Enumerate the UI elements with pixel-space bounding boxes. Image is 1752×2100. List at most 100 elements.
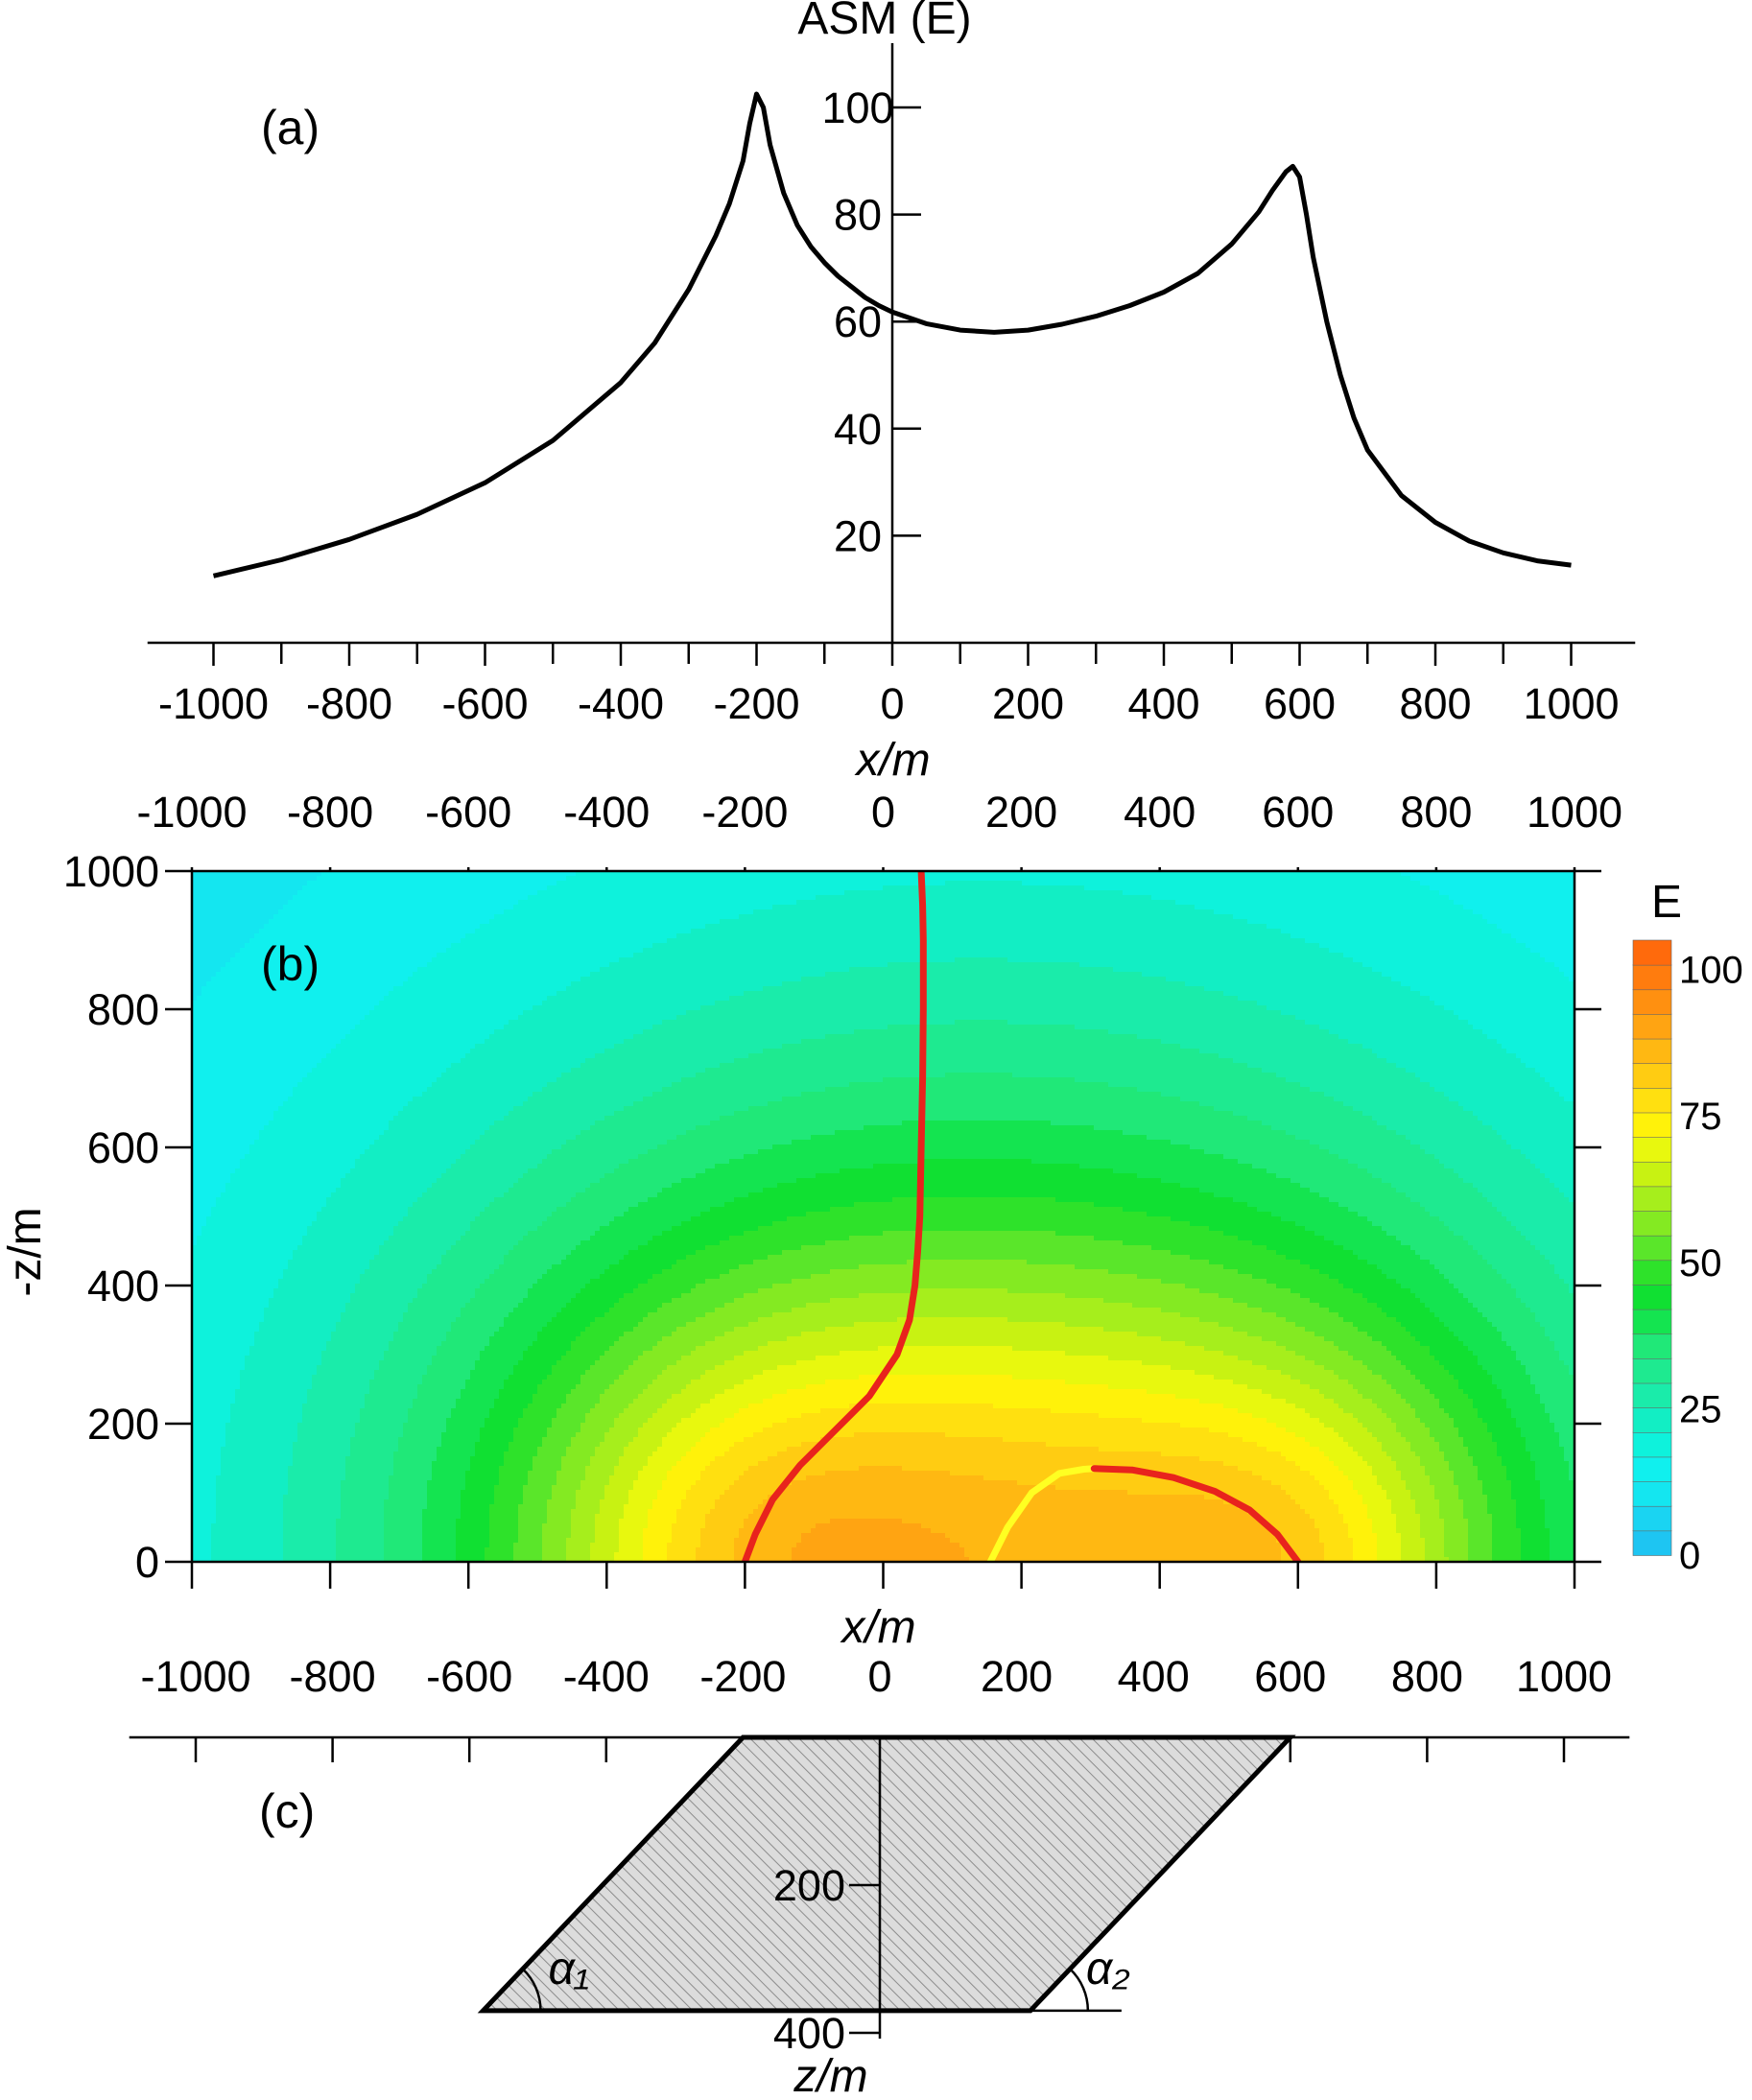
contour-band-cell bbox=[1420, 1528, 1445, 1534]
contour-band-cell bbox=[489, 1543, 514, 1548]
contour-band-cell bbox=[768, 1456, 1200, 1462]
contour-band-cell bbox=[772, 1423, 1181, 1428]
contour-band-cell bbox=[547, 1519, 572, 1524]
panel-c-x-tick-label: 200 bbox=[981, 1652, 1053, 1701]
contour-band-cell bbox=[350, 1168, 447, 1174]
contour-band-cell bbox=[1319, 1192, 1407, 1198]
contour-band-cell bbox=[1478, 1116, 1574, 1121]
contour-band-cell bbox=[1262, 1475, 1315, 1481]
contour-band-cell bbox=[1319, 1447, 1354, 1452]
contour-band-cell bbox=[1343, 1245, 1411, 1251]
panel-a-label: (a) bbox=[261, 101, 320, 154]
contour-band-cell bbox=[1492, 1264, 1555, 1270]
contour-band-cell bbox=[230, 1413, 303, 1419]
contour-band-cell bbox=[456, 1519, 490, 1524]
dipping-body bbox=[477, 1734, 1296, 2014]
contour-band-cell bbox=[921, 1523, 1267, 1529]
contour-band-cell bbox=[691, 1485, 730, 1491]
contour-band-cell bbox=[336, 1547, 385, 1553]
contour-band-cell bbox=[782, 1044, 1181, 1050]
contour-band-cell bbox=[1468, 1538, 1493, 1544]
contour-band-cell bbox=[192, 1523, 212, 1529]
contour-band-cell bbox=[1468, 1451, 1498, 1457]
contour-band-cell bbox=[240, 948, 447, 954]
contour-band-cell bbox=[1506, 1475, 1536, 1481]
contour-band-cell bbox=[1348, 1207, 1426, 1213]
contour-band-cell bbox=[667, 1475, 701, 1481]
contour-band-cell bbox=[1386, 1495, 1411, 1500]
panel-a-x-tick-label: -800 bbox=[306, 679, 392, 728]
contour-band-cell bbox=[1458, 1336, 1503, 1342]
contour-band-cell bbox=[1439, 1317, 1488, 1323]
contour-band-cell bbox=[696, 1547, 735, 1553]
contour-band-cell bbox=[221, 1466, 289, 1472]
contour-band-cell bbox=[1420, 1519, 1445, 1524]
contour-band-cell bbox=[192, 1154, 246, 1160]
panel-b-y-tick-label: 400 bbox=[87, 1262, 159, 1310]
contour-band-cell bbox=[1377, 1557, 1402, 1562]
contour-band-cell bbox=[1530, 1159, 1574, 1165]
contour-band-cell bbox=[446, 1068, 572, 1074]
contour-band-cell bbox=[278, 909, 505, 915]
contour-band-cell bbox=[777, 1365, 1172, 1371]
contour-band-cell bbox=[662, 1370, 706, 1376]
contour-band-cell bbox=[480, 1284, 533, 1289]
contour-band-cell bbox=[384, 996, 548, 1002]
contour-band-cell bbox=[643, 1097, 783, 1102]
contour-band-cell bbox=[432, 1360, 476, 1366]
contour-band-cell bbox=[1281, 1010, 1455, 1016]
contour-band-cell bbox=[504, 1380, 543, 1385]
contour-band-cell bbox=[715, 1001, 1258, 1006]
contour-band-cell bbox=[1526, 1236, 1574, 1241]
contour-band-cell bbox=[211, 1547, 284, 1553]
contour-band-cell bbox=[1545, 1332, 1574, 1337]
contour-band-cell bbox=[547, 1269, 605, 1275]
contour-band-cell bbox=[427, 1087, 543, 1093]
contour-band-cell bbox=[1142, 1418, 1267, 1424]
contour-band-cell bbox=[1425, 1207, 1498, 1213]
max-line-right bbox=[1090, 1465, 1302, 1562]
contour-band-cell bbox=[417, 1293, 476, 1299]
contour-band-cell bbox=[216, 1202, 327, 1208]
contour-band-cell bbox=[278, 1106, 404, 1112]
contour-band-cell bbox=[350, 1451, 394, 1457]
contour-band-cell bbox=[389, 1236, 462, 1241]
contour-band-cell bbox=[705, 1068, 1263, 1074]
contour-band-cell bbox=[494, 1399, 533, 1404]
contour-band-cell bbox=[1362, 1456, 1392, 1462]
contour-band-cell bbox=[417, 1389, 462, 1395]
contour-band-cell bbox=[283, 1552, 337, 1558]
contour-band-cell bbox=[1511, 1485, 1541, 1491]
contour-band-cell bbox=[465, 1475, 500, 1481]
contour-band-cell bbox=[700, 1471, 745, 1476]
contour-band-cell bbox=[590, 1408, 625, 1414]
contour-band-cell bbox=[1535, 1471, 1570, 1476]
contour-band-cell bbox=[1343, 953, 1541, 958]
contour-band-cell bbox=[321, 1351, 385, 1357]
contour-band-cell bbox=[192, 1389, 236, 1395]
contour-band-cell bbox=[657, 1192, 749, 1198]
contour-band-cell bbox=[523, 1490, 553, 1496]
contour-band-cell bbox=[1473, 1461, 1503, 1467]
contour-band-cell bbox=[1382, 1485, 1407, 1491]
contour-band-cell bbox=[648, 1418, 682, 1424]
contour-band-cell bbox=[643, 1538, 673, 1544]
contour-band-cell bbox=[696, 1284, 773, 1289]
contour-band-cell bbox=[1569, 1461, 1574, 1467]
contour-band-cell bbox=[1353, 1538, 1378, 1544]
contour-band-cell bbox=[652, 1451, 687, 1457]
contour-band-cell bbox=[1290, 1288, 1354, 1294]
contour-band-cell bbox=[1530, 1456, 1565, 1462]
contour-band-cell bbox=[1324, 1557, 1354, 1562]
contour-band-cell bbox=[1286, 1317, 1344, 1323]
contour-band-cell bbox=[734, 1557, 793, 1562]
contour-band-cell bbox=[1545, 1404, 1574, 1409]
contour-band-cell bbox=[1334, 1370, 1373, 1376]
contour-band-cell bbox=[724, 1202, 855, 1208]
panel-b-y-tick-label: 600 bbox=[87, 1123, 159, 1172]
contour-band-cell bbox=[1415, 1293, 1464, 1299]
contour-band-cell bbox=[1482, 1480, 1512, 1486]
contour-band-cell bbox=[485, 1418, 519, 1424]
contour-band-cell bbox=[1511, 1413, 1551, 1419]
